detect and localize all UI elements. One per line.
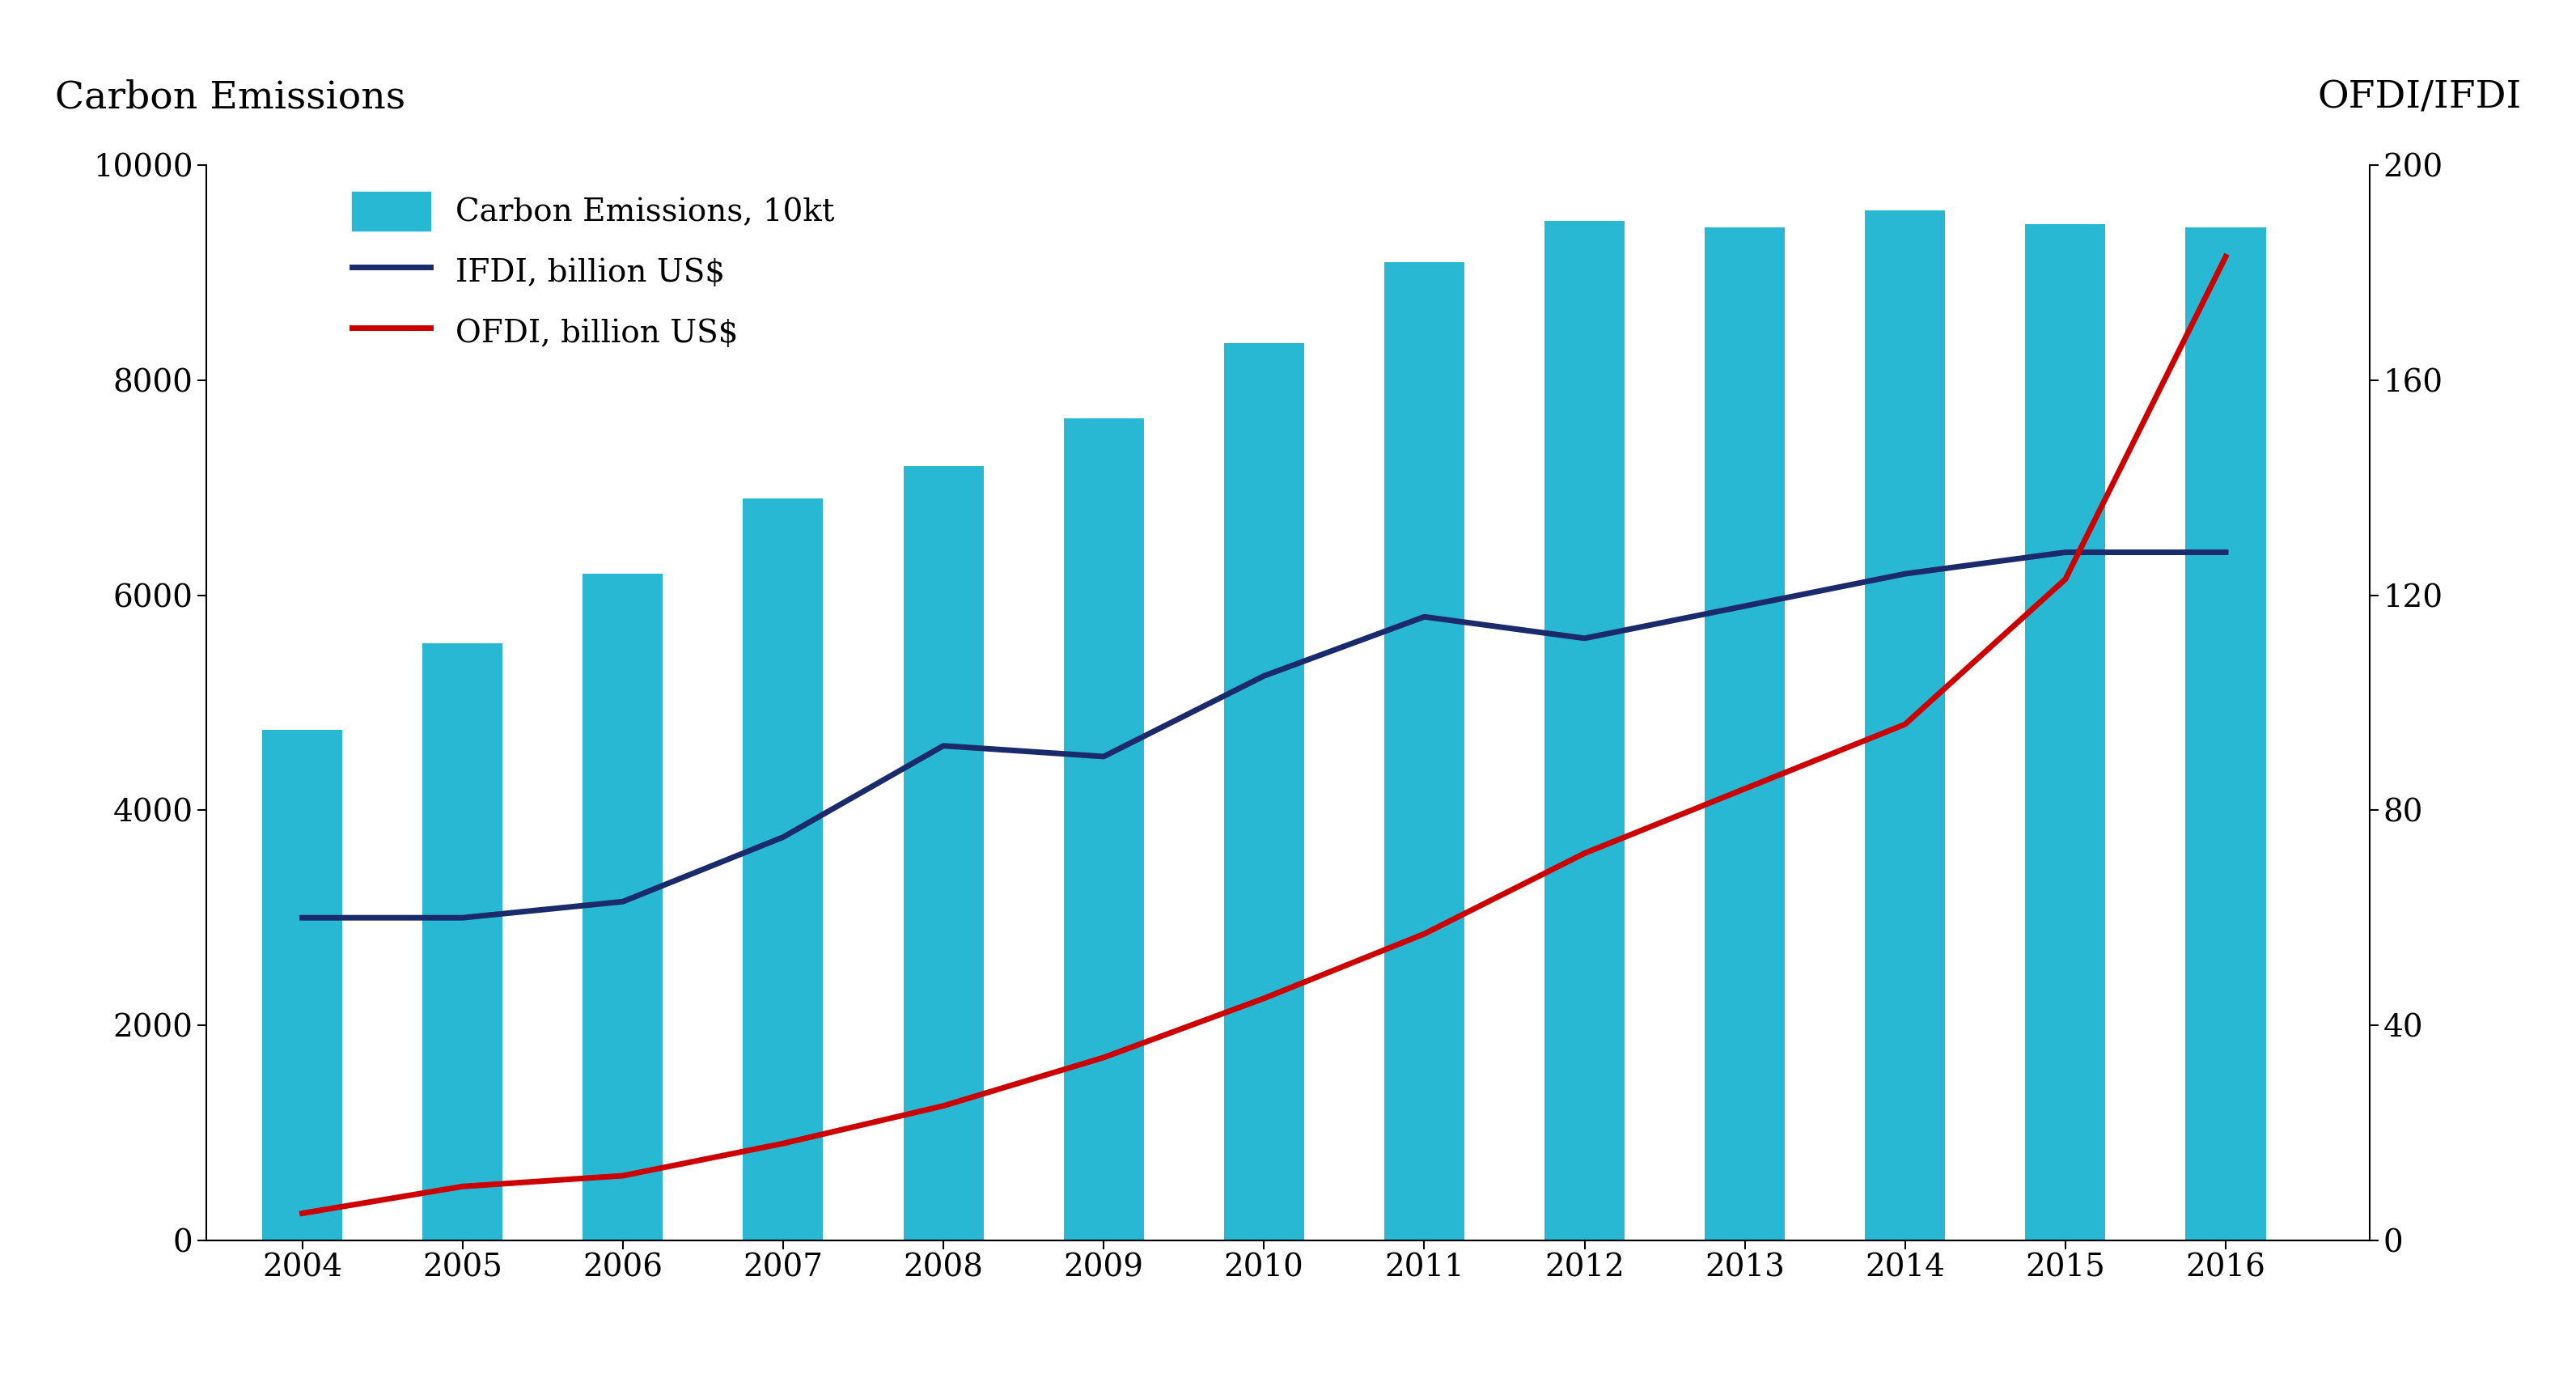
Bar bbox=[2025, 225, 2105, 1240]
Bar bbox=[904, 466, 984, 1240]
Bar bbox=[742, 499, 824, 1240]
Bar bbox=[422, 644, 502, 1240]
Text: OFDI/IFDI: OFDI/IFDI bbox=[2318, 80, 2522, 116]
Bar bbox=[582, 573, 662, 1240]
Text: Carbon Emissions: Carbon Emissions bbox=[54, 80, 404, 116]
Legend: Carbon Emissions, 10kt, IFDI, billion US$, OFDI, billion US$: Carbon Emissions, 10kt, IFDI, billion US… bbox=[353, 192, 835, 351]
Bar bbox=[1224, 343, 1303, 1240]
Bar bbox=[2184, 227, 2267, 1240]
Bar bbox=[1705, 227, 1785, 1240]
Bar bbox=[1865, 211, 1945, 1240]
Bar bbox=[1064, 418, 1144, 1240]
Bar bbox=[263, 730, 343, 1240]
Bar bbox=[1546, 222, 1625, 1240]
Bar bbox=[1383, 262, 1463, 1240]
